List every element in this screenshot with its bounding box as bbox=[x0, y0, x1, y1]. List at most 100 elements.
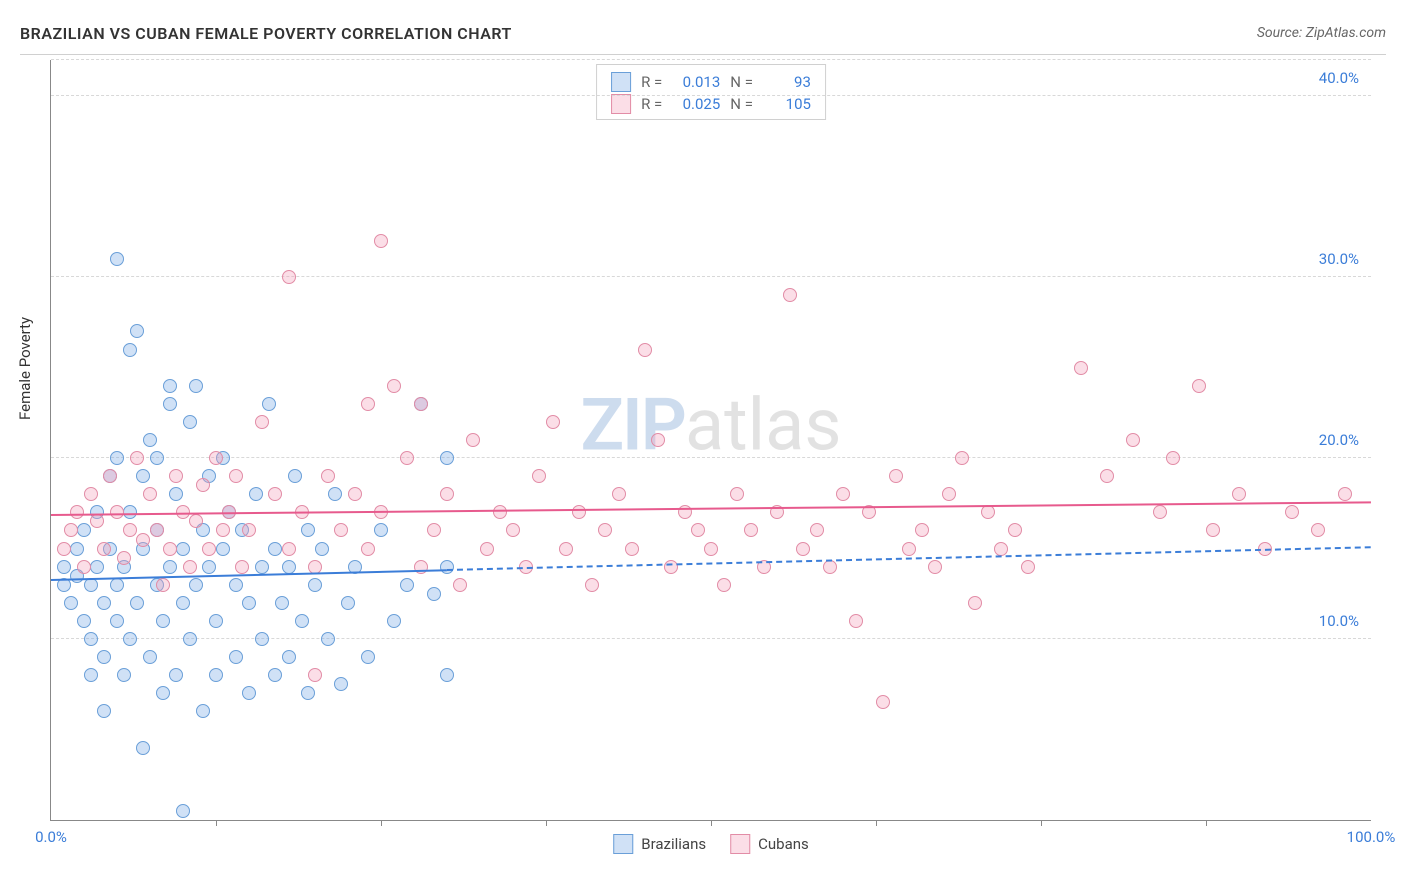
data-point bbox=[183, 632, 197, 646]
data-point bbox=[90, 560, 104, 574]
data-point bbox=[361, 542, 375, 556]
data-point bbox=[163, 379, 177, 393]
data-point bbox=[546, 415, 560, 429]
data-point bbox=[341, 596, 355, 610]
data-point bbox=[1100, 469, 1114, 483]
data-point bbox=[249, 487, 263, 501]
data-point bbox=[169, 469, 183, 483]
data-point bbox=[84, 668, 98, 682]
data-point bbox=[235, 560, 249, 574]
legend-n-value: 93 bbox=[763, 71, 811, 93]
data-point bbox=[651, 433, 665, 447]
data-point bbox=[123, 632, 137, 646]
data-point bbox=[117, 551, 131, 565]
data-point bbox=[282, 542, 296, 556]
data-point bbox=[97, 704, 111, 718]
data-point bbox=[493, 505, 507, 519]
y-tick-label: 40.0% bbox=[1319, 69, 1373, 87]
data-point bbox=[288, 469, 302, 483]
data-point bbox=[57, 560, 71, 574]
legend-row: R =0.013N =93 bbox=[611, 71, 811, 93]
legend-swatch bbox=[611, 94, 631, 114]
watermark: ZIPatlas bbox=[580, 382, 841, 467]
legend-row: R =0.025N =105 bbox=[611, 93, 811, 115]
data-point bbox=[84, 632, 98, 646]
data-point bbox=[1166, 451, 1180, 465]
data-point bbox=[823, 560, 837, 574]
data-point bbox=[282, 650, 296, 664]
data-point bbox=[440, 668, 454, 682]
data-point bbox=[810, 523, 824, 537]
legend-item: Cubans bbox=[730, 834, 809, 854]
data-point bbox=[84, 487, 98, 501]
data-point bbox=[295, 614, 309, 628]
data-point bbox=[255, 415, 269, 429]
x-tick-mark bbox=[381, 820, 382, 826]
data-point bbox=[156, 686, 170, 700]
data-point bbox=[130, 596, 144, 610]
data-point bbox=[282, 560, 296, 574]
x-tick-mark bbox=[546, 820, 547, 826]
x-tick-label: 100.0% bbox=[1347, 828, 1396, 846]
x-tick-mark bbox=[1041, 820, 1042, 826]
data-point bbox=[90, 514, 104, 528]
watermark-atlas: atlas bbox=[685, 382, 842, 467]
data-point bbox=[97, 596, 111, 610]
legend-n-label: N = bbox=[730, 71, 753, 93]
gridline-h bbox=[51, 638, 1371, 639]
data-point bbox=[150, 523, 164, 537]
watermark-zip: ZIP bbox=[580, 382, 684, 467]
data-point bbox=[117, 668, 131, 682]
data-point bbox=[480, 542, 494, 556]
data-point bbox=[301, 686, 315, 700]
data-point bbox=[268, 487, 282, 501]
data-point bbox=[189, 578, 203, 592]
x-tick-mark bbox=[711, 820, 712, 826]
data-point bbox=[209, 451, 223, 465]
data-point bbox=[915, 523, 929, 537]
data-point bbox=[143, 650, 157, 664]
x-tick-mark bbox=[216, 820, 217, 826]
x-tick-label: 0.0% bbox=[35, 828, 67, 846]
data-point bbox=[1153, 505, 1167, 519]
data-point bbox=[836, 487, 850, 501]
data-point bbox=[196, 478, 210, 492]
data-point bbox=[110, 451, 124, 465]
data-point bbox=[928, 560, 942, 574]
data-point bbox=[176, 804, 190, 818]
data-point bbox=[123, 523, 137, 537]
data-point bbox=[315, 542, 329, 556]
data-point bbox=[209, 614, 223, 628]
data-point bbox=[440, 487, 454, 501]
data-point bbox=[691, 523, 705, 537]
data-point bbox=[156, 614, 170, 628]
data-point bbox=[427, 587, 441, 601]
legend-swatch bbox=[611, 72, 631, 92]
legend-swatch bbox=[613, 834, 633, 854]
legend-r-value: 0.013 bbox=[672, 71, 720, 93]
data-point bbox=[202, 542, 216, 556]
data-point bbox=[598, 523, 612, 537]
gridline-h bbox=[51, 59, 1371, 60]
data-point bbox=[268, 542, 282, 556]
data-point bbox=[361, 397, 375, 411]
data-point bbox=[229, 578, 243, 592]
legend-swatch bbox=[730, 834, 750, 854]
y-tick-label: 10.0% bbox=[1319, 612, 1373, 630]
data-point bbox=[103, 469, 117, 483]
legend-n-label: N = bbox=[730, 93, 753, 115]
data-point bbox=[321, 632, 335, 646]
data-point bbox=[163, 397, 177, 411]
data-point bbox=[414, 397, 428, 411]
x-tick-mark bbox=[876, 820, 877, 826]
data-point bbox=[163, 560, 177, 574]
y-axis-label: Female Poverty bbox=[16, 317, 34, 420]
data-point bbox=[328, 487, 342, 501]
data-point bbox=[189, 514, 203, 528]
data-point bbox=[942, 487, 956, 501]
legend-r-label: R = bbox=[641, 93, 662, 115]
data-point bbox=[242, 596, 256, 610]
data-point bbox=[321, 469, 335, 483]
data-point bbox=[255, 632, 269, 646]
data-point bbox=[506, 523, 520, 537]
